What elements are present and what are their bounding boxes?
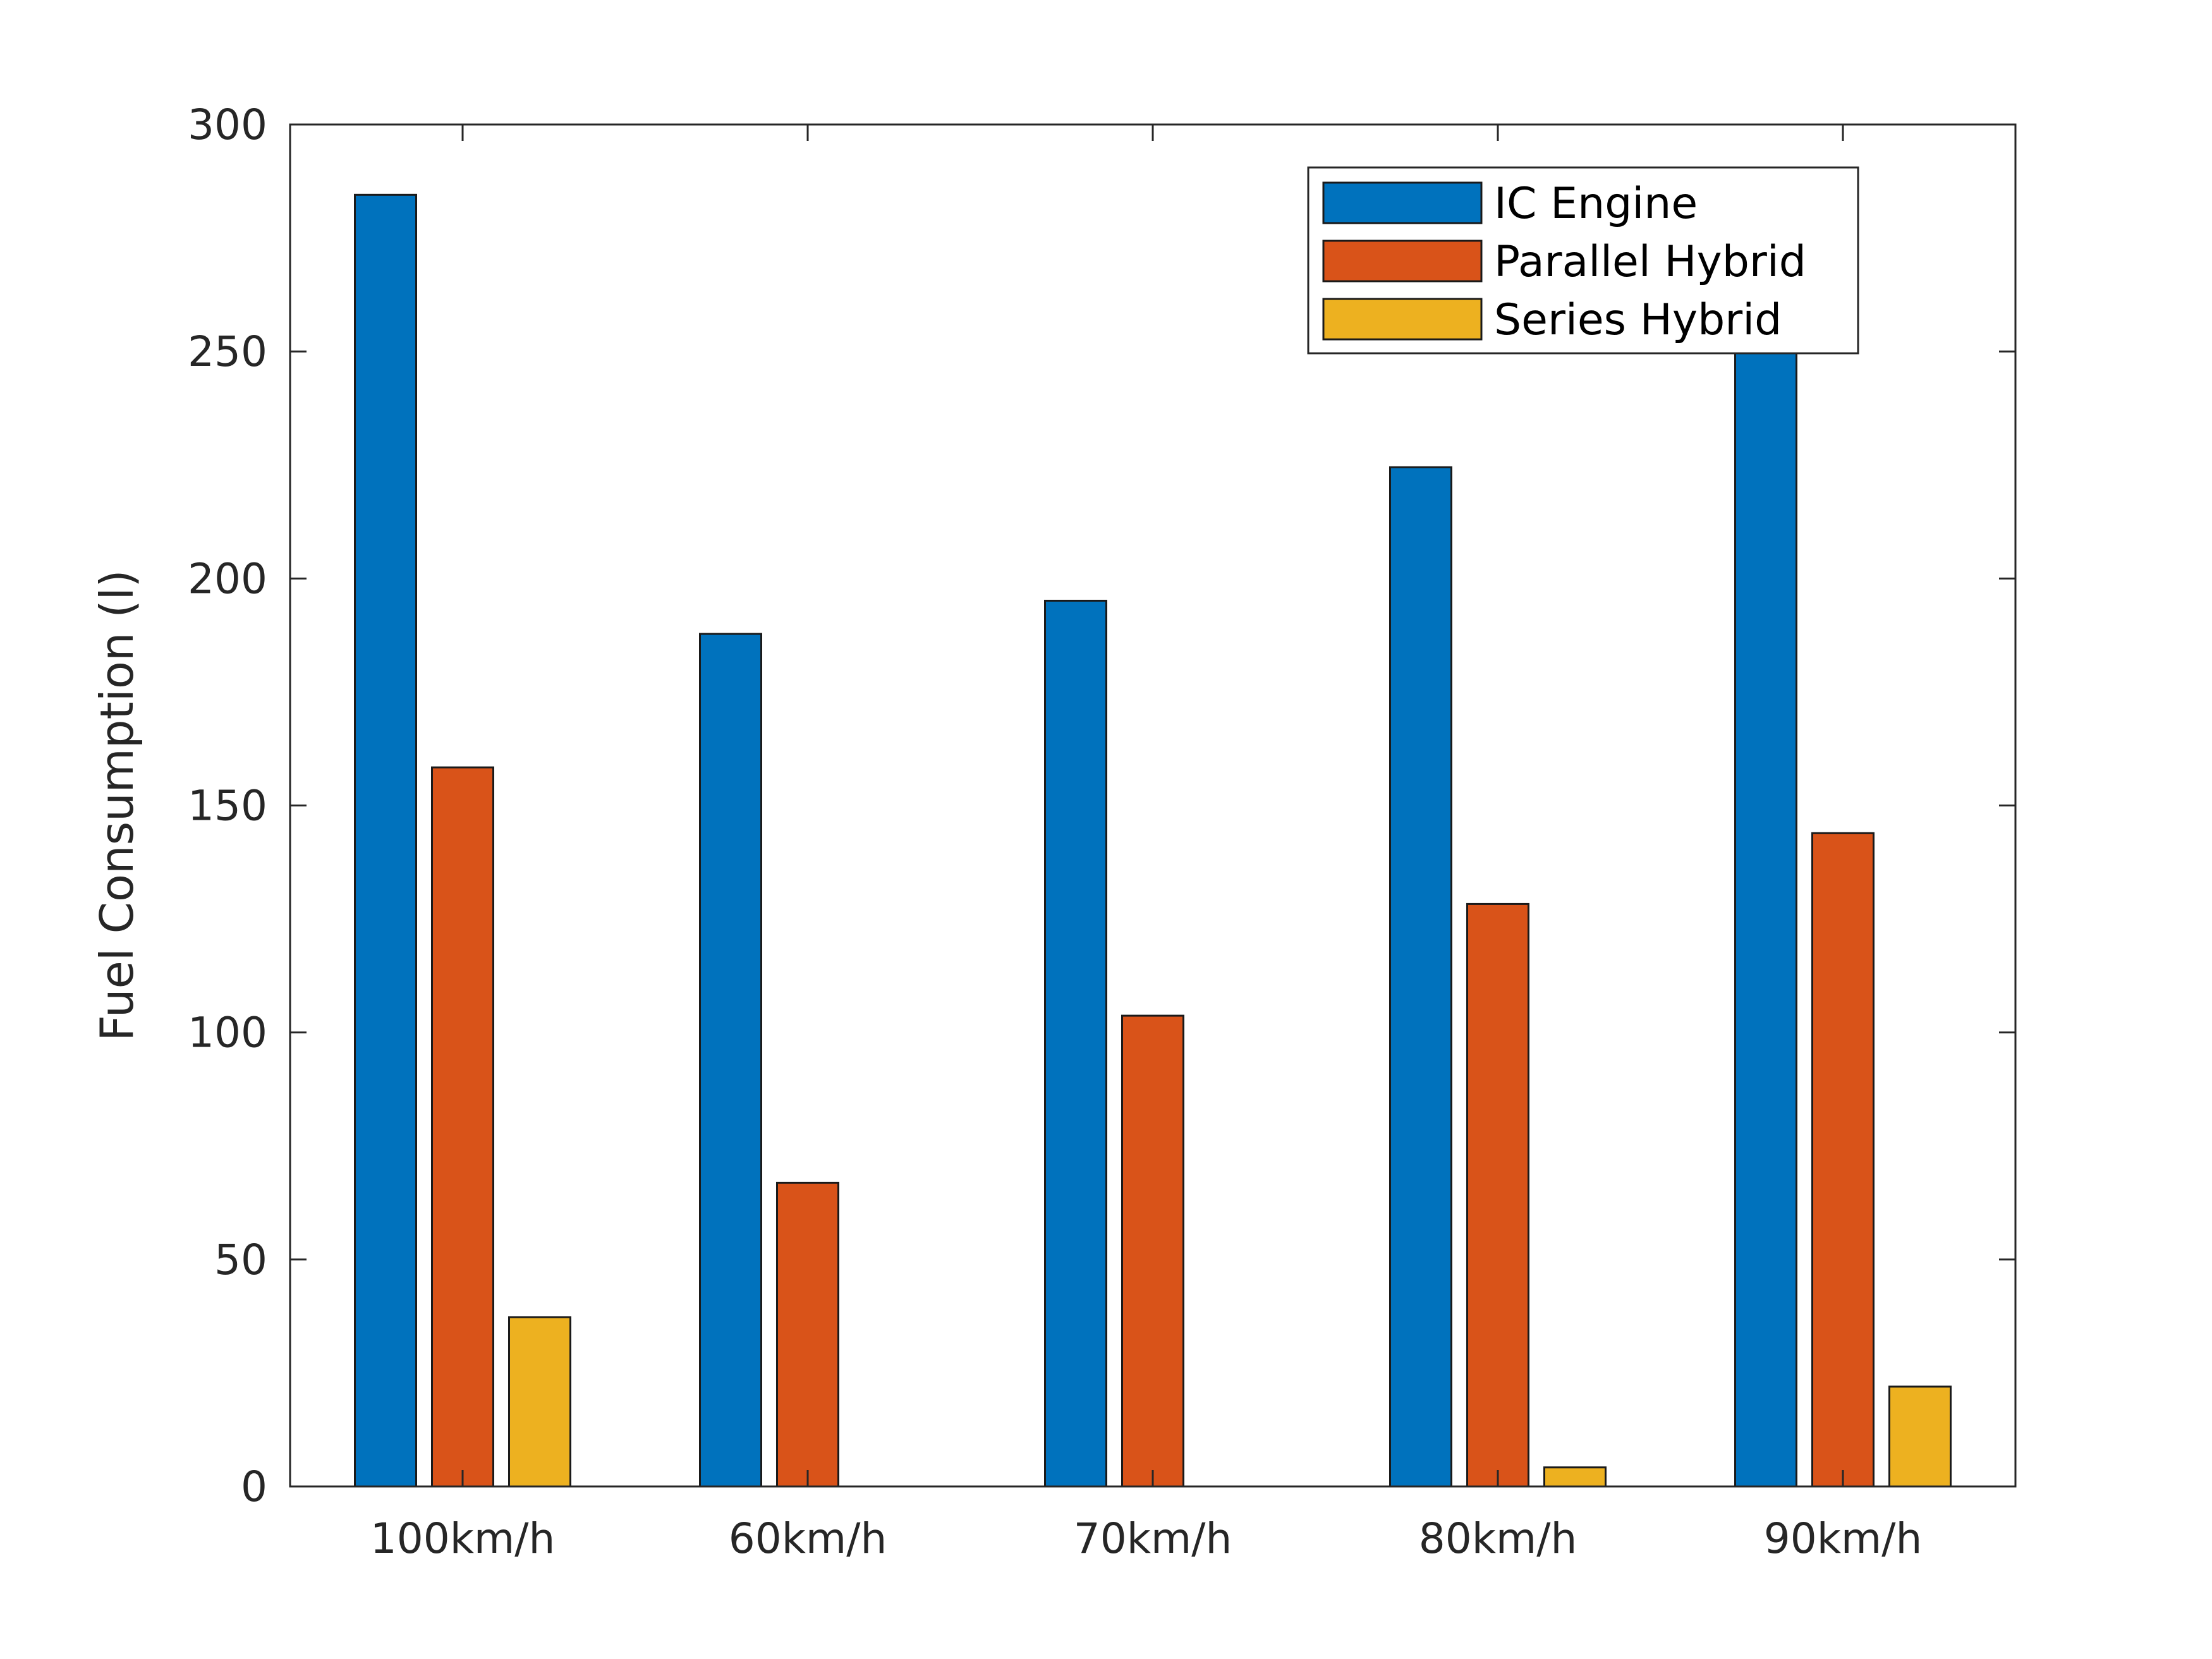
bar-parallel-hybrid-80km-h [1466, 902, 1529, 1488]
legend-label-ic-engine: IC Engine [1494, 179, 1698, 229]
y-tick-label: 250 [188, 327, 267, 376]
y-tick-label: 50 [214, 1236, 267, 1284]
bar-parallel-hybrid-100km-h [431, 766, 494, 1488]
bar-ic-engine-100km-h [354, 193, 417, 1488]
y-tick-label: 0 [241, 1462, 267, 1511]
x-tick-label: 100km/h [370, 1514, 556, 1563]
x-tick-label: 90km/h [1764, 1514, 1923, 1563]
legend-swatch-ic-engine [1322, 181, 1483, 224]
x-tick-label: 60km/h [729, 1514, 887, 1563]
ticks-group: 0 50 100 150 200 250 300 100km/h 60km/h 70km/h 80k… [188, 100, 2015, 1563]
y-axis-label: Fuel Consumption (l) [90, 569, 143, 1041]
y-tick-label: 150 [188, 782, 267, 830]
bar-ic-engine-60km-h [699, 633, 762, 1488]
legend-swatch-series-hybrid [1322, 298, 1483, 341]
x-tick-label: 80km/h [1419, 1514, 1577, 1563]
bars-group [354, 193, 1952, 1488]
legend: IC Engine Parallel Hybrid Series Hybrid [1307, 166, 1859, 355]
bar-series-hybrid-80km-h [1543, 1466, 1607, 1488]
bar-parallel-hybrid-70km-h [1121, 1014, 1184, 1488]
bar-series-hybrid-100km-h [508, 1316, 571, 1488]
bar-series-hybrid-90km-h [1888, 1385, 1952, 1488]
bar-ic-engine-70km-h [1044, 600, 1107, 1488]
legend-label-series-hybrid: Series Hybrid [1494, 295, 1782, 345]
legend-swatch-parallel-hybrid [1322, 240, 1483, 283]
bar-parallel-hybrid-90km-h [1811, 832, 1875, 1488]
y-tick-label: 100 [188, 1009, 267, 1057]
x-tick-label: 70km/h [1074, 1514, 1232, 1563]
y-tick-label: 200 [188, 554, 267, 603]
legend-label-parallel-hybrid: Parallel Hybrid [1494, 237, 1806, 287]
bar-parallel-hybrid-60km-h [776, 1181, 839, 1488]
y-tick-label: 300 [188, 100, 267, 149]
bar-ic-engine-80km-h [1389, 466, 1452, 1488]
bar-ic-engine-90km-h [1734, 339, 1797, 1488]
